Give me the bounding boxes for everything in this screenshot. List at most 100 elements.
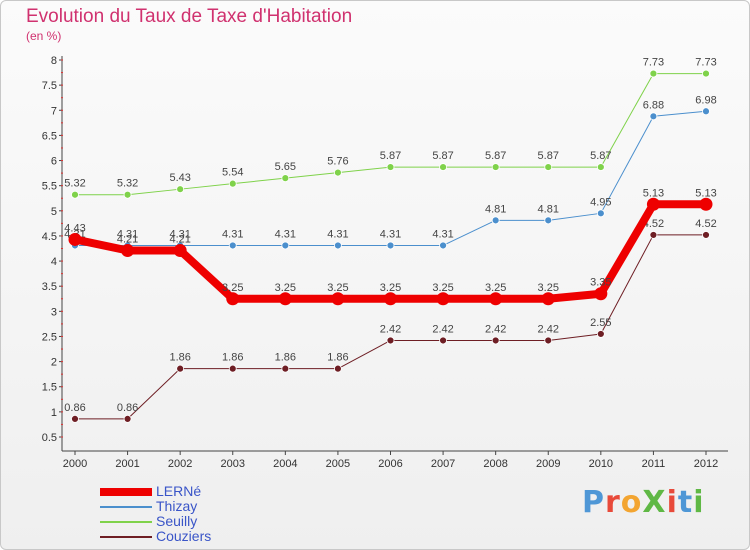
data-label-lern-: 3.25: [327, 282, 348, 294]
data-point-couziers: [71, 415, 79, 423]
data-label-seuilly: 5.87: [538, 150, 559, 162]
data-label-thizay: 4.31: [222, 228, 243, 240]
data-label-seuilly: 5.32: [117, 178, 138, 190]
legend-swatch-couziers: [100, 535, 152, 538]
data-label-thizay: 6.88: [643, 99, 664, 111]
data-label-lern-: 3.25: [380, 282, 401, 294]
data-point-lern-: [646, 197, 660, 211]
data-point-seuilly: [228, 179, 237, 188]
data-label-seuilly: 5.76: [327, 156, 348, 168]
x-tick-label: 2004: [273, 458, 297, 470]
data-label-lern-: 3.25: [485, 282, 506, 294]
y-tick-label: 0.5: [42, 432, 57, 444]
data-label-thizay: 4.95: [590, 196, 611, 208]
data-point-seuilly: [596, 163, 605, 171]
y-tick-label: 5.5: [42, 181, 57, 193]
data-label-thizay: 4.81: [485, 203, 506, 215]
logo-letter: P: [582, 485, 605, 520]
proxiti-logo: ProXiti: [582, 485, 705, 520]
data-label-lern-: 4.43: [64, 222, 85, 234]
data-label-thizay: 4.31: [169, 228, 190, 240]
data-label-thizay: 6.98: [695, 94, 716, 106]
data-point-seuilly: [123, 190, 132, 199]
data-label-couziers: 2.55: [590, 317, 611, 329]
data-point-thizay: [439, 241, 447, 250]
x-tick-label: 2012: [694, 458, 718, 470]
data-point-thizay: [544, 216, 553, 225]
data-label-couziers: 0.86: [64, 402, 85, 414]
y-tick-label: 4.5: [42, 231, 57, 243]
data-point-couziers: [439, 336, 447, 345]
data-point-seuilly: [386, 163, 395, 171]
data-point-lern-: [489, 292, 503, 306]
x-tick-label: 2010: [589, 458, 613, 470]
y-tick-label: 7.5: [42, 80, 57, 92]
data-label-seuilly: 5.65: [275, 161, 296, 173]
logo-letter: o: [620, 485, 643, 520]
data-label-couziers: 2.42: [538, 323, 559, 335]
x-tick-label: 2009: [536, 458, 560, 470]
data-point-thizay: [228, 241, 237, 250]
data-point-lern-: [331, 292, 345, 306]
data-point-seuilly: [176, 185, 185, 194]
data-label-seuilly: 5.54: [222, 167, 243, 179]
data-point-thizay: [702, 107, 710, 116]
legend-label-thizay: Thizay: [156, 498, 198, 514]
legend-swatch-thizay: [100, 505, 152, 508]
data-point-seuilly: [649, 69, 658, 78]
y-tick-label: 1: [51, 407, 57, 419]
logo-letter: i: [693, 485, 705, 520]
data-label-seuilly: 5.87: [590, 150, 611, 162]
x-tick-label: 2007: [431, 458, 455, 470]
data-label-seuilly: 5.43: [169, 172, 190, 184]
y-tick-label: 1.5: [42, 382, 57, 394]
data-point-lern-: [278, 292, 292, 306]
y-tick-label: 6.5: [42, 130, 57, 142]
y-tick-label: 6: [51, 156, 57, 168]
data-point-lern-: [699, 197, 713, 211]
y-tick-label: 2.5: [42, 331, 57, 343]
data-label-couziers: 1.86: [169, 352, 190, 364]
data-label-thizay: 4.31: [117, 228, 138, 240]
data-point-lern-: [121, 244, 135, 258]
data-label-lern-: 5.13: [643, 187, 664, 199]
logo-letter: i: [666, 485, 678, 520]
data-label-seuilly: 5.87: [380, 150, 401, 162]
data-label-thizay: 4.31: [380, 228, 401, 240]
data-label-seuilly: 5.87: [432, 150, 453, 162]
data-point-lern-: [173, 244, 187, 258]
x-tick-label: 2011: [642, 458, 666, 470]
legend-swatch-lern-: [100, 487, 152, 496]
data-point-lern-: [226, 292, 240, 306]
y-tick-label: 2: [51, 357, 57, 369]
y-tick-label: 4: [51, 256, 57, 268]
data-point-thizay: [281, 241, 290, 250]
data-point-lern-: [541, 292, 555, 306]
data-point-couziers: [491, 336, 500, 345]
legend-label-seuilly: Seuilly: [156, 513, 198, 529]
x-tick-label: 2008: [483, 458, 507, 470]
x-tick-label: 2002: [168, 458, 192, 470]
x-tick-label: 2003: [221, 458, 245, 470]
data-label-lern-: 3.35: [590, 277, 611, 289]
y-tick-label: 5: [51, 206, 57, 218]
data-point-thizay: [334, 241, 342, 250]
data-point-couziers: [123, 415, 132, 423]
data-label-couziers: 1.86: [327, 352, 348, 364]
data-label-lern-: 5.13: [695, 187, 716, 199]
data-label-seuilly: 7.73: [695, 57, 716, 69]
x-tick-label: 2006: [378, 458, 402, 470]
data-label-couziers: 2.42: [485, 323, 506, 335]
y-tick-label: 8: [51, 55, 57, 67]
legend-label-couziers: Couziers: [156, 528, 212, 544]
data-label-lern-: 4.21: [117, 234, 138, 246]
legend-swatch-seuilly: [100, 520, 152, 523]
data-point-couziers: [228, 364, 237, 373]
data-point-couziers: [702, 231, 710, 239]
data-point-seuilly: [491, 163, 500, 171]
data-point-seuilly: [439, 163, 447, 171]
data-point-lern-: [384, 292, 397, 306]
data-label-lern-: 4.21: [169, 234, 190, 246]
